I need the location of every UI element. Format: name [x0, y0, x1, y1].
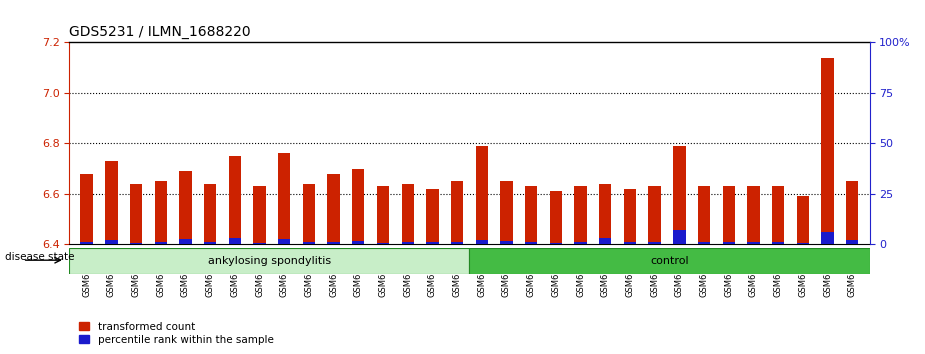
Bar — [574, 186, 586, 244]
Bar — [747, 242, 759, 244]
Bar — [500, 181, 512, 244]
Bar — [821, 232, 833, 244]
Bar — [69, 248, 470, 274]
Bar — [772, 242, 784, 244]
Bar — [525, 186, 537, 244]
Legend: transformed count, percentile rank within the sample: transformed count, percentile rank withi… — [75, 317, 278, 349]
Bar — [599, 184, 611, 244]
Bar — [401, 242, 413, 244]
Bar — [278, 239, 290, 244]
Bar — [673, 230, 685, 244]
Bar — [623, 189, 636, 244]
Text: disease state: disease state — [5, 252, 74, 262]
Bar — [154, 181, 166, 244]
Bar — [450, 181, 463, 244]
Bar — [352, 241, 364, 244]
Bar — [228, 238, 241, 244]
Bar — [475, 240, 488, 244]
Bar — [846, 181, 858, 244]
Bar — [549, 243, 562, 244]
Text: GDS5231 / ILMN_1688220: GDS5231 / ILMN_1688220 — [69, 25, 251, 39]
Bar — [549, 191, 562, 244]
Bar — [426, 189, 438, 244]
Text: control: control — [650, 256, 689, 266]
Bar — [599, 238, 611, 244]
Bar — [327, 174, 339, 244]
Bar — [648, 186, 660, 244]
Bar — [253, 186, 265, 244]
Bar — [80, 242, 92, 244]
Bar — [130, 243, 142, 244]
Bar — [846, 240, 858, 244]
Bar — [500, 241, 512, 244]
Bar — [278, 154, 290, 244]
Bar — [105, 240, 117, 244]
Bar — [525, 242, 537, 244]
Bar — [179, 239, 191, 244]
Bar — [376, 242, 389, 244]
Bar — [401, 184, 413, 244]
Bar — [772, 186, 784, 244]
Bar — [426, 242, 438, 244]
Bar — [302, 184, 315, 244]
Bar — [253, 242, 265, 244]
Bar — [450, 242, 463, 244]
Bar — [722, 186, 734, 244]
Bar — [376, 186, 389, 244]
Bar — [475, 146, 488, 244]
Bar — [722, 242, 734, 244]
Bar — [105, 161, 117, 244]
Bar — [302, 242, 315, 244]
Bar — [796, 196, 809, 244]
Bar — [747, 186, 759, 244]
Bar — [327, 242, 339, 244]
Bar — [673, 146, 685, 244]
Bar — [697, 186, 710, 244]
Bar — [154, 242, 166, 244]
Bar — [204, 242, 216, 244]
Bar — [80, 174, 92, 244]
Bar — [623, 242, 636, 244]
Bar — [179, 171, 191, 244]
Bar — [228, 156, 241, 244]
Bar — [821, 58, 833, 244]
Text: ankylosing spondylitis: ankylosing spondylitis — [208, 256, 331, 266]
Bar — [352, 169, 364, 244]
Bar — [204, 184, 216, 244]
Bar — [574, 242, 586, 244]
Bar — [470, 248, 870, 274]
Bar — [130, 184, 142, 244]
Bar — [697, 242, 710, 244]
Bar — [648, 242, 660, 244]
